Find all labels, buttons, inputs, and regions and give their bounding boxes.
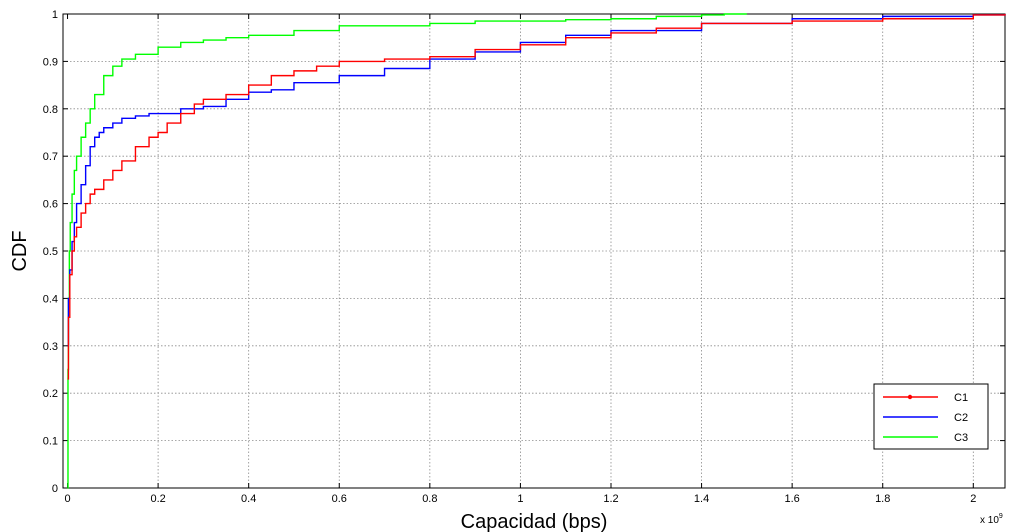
x-tick-label: 1.6 [784,493,799,505]
series-line-c3 [67,13,747,489]
grid [63,14,1005,488]
y-tick-label: 0 [52,483,58,495]
series-layer [67,13,1006,489]
legend-label-c3: C3 [954,432,968,444]
x-tick-label: 1.4 [694,493,709,505]
y-tick-label: 0.6 [43,199,58,211]
axis-ticks: 0 0.2 0.4 0.6 0.8 1 1.2 1.4 1.6 1.8 2 0 0.1 0.2 0.3 0.4… [43,9,1005,505]
legend-label-c1: C1 [954,392,968,404]
y-tick-label: 0.3 [43,341,58,353]
x-tick-label: 1.8 [875,493,890,505]
y-tick-label: 0.1 [43,436,58,448]
x-tick-label: 1.2 [603,493,618,505]
x-axis-multiplier: x 109 [980,513,1003,526]
x-axis-multiplier-base: x 10 [980,515,999,526]
x-tick-label: 0.6 [332,493,347,505]
series-line-c2 [67,14,1006,347]
x-tick-label: 0.2 [150,493,165,505]
y-tick-label: 1 [52,9,58,21]
legend-label-c2: C2 [954,412,968,424]
legend: C1 C2 C3 [873,383,989,450]
series-line-c1 [67,14,1006,380]
legend-marker [907,394,913,400]
x-tick-label: 0.8 [422,493,437,505]
y-tick-label: 0.4 [43,293,58,305]
x-axis-multiplier-exponent: 9 [999,513,1003,520]
x-tick-label: 2 [970,493,976,505]
y-tick-label: 0.2 [43,388,58,400]
x-axis-label: Capacidad (bps) [461,511,608,532]
y-tick-label: 0.7 [43,151,58,163]
y-tick-label: 0.8 [43,104,58,116]
y-axis-label: CDF [9,230,31,271]
y-tick-label: 0.5 [43,246,58,258]
x-tick-label: 0 [64,493,70,505]
x-tick-label: 1 [517,493,523,505]
y-tick-label: 0.9 [43,56,58,68]
x-tick-label: 0.4 [241,493,256,505]
